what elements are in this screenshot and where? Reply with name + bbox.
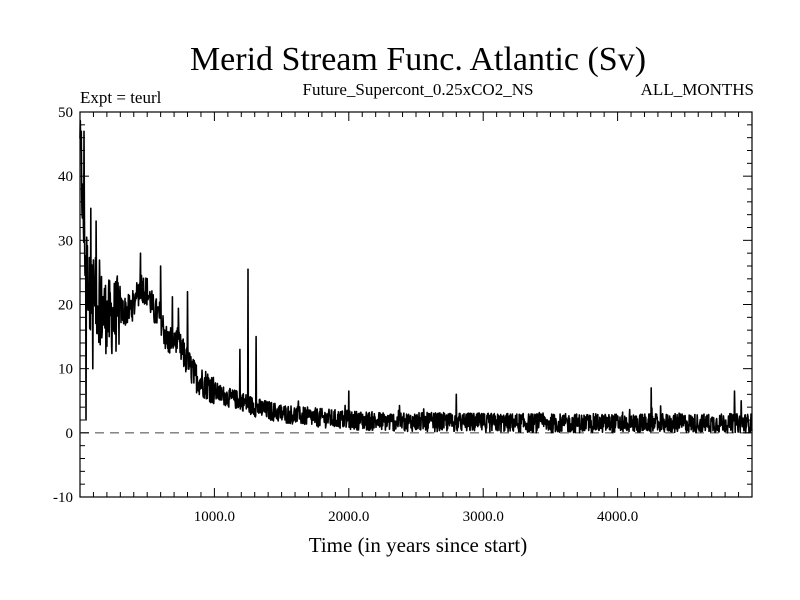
chart-title: Merid Stream Func. Atlantic (Sv) bbox=[190, 41, 646, 78]
x-tick-label: 2000.0 bbox=[328, 509, 369, 525]
subtitle-right: ALL_MONTHS bbox=[641, 80, 754, 99]
y-tick-label: 10 bbox=[58, 362, 73, 378]
plot-frame bbox=[79, 111, 753, 498]
x-tick-label: 4000.0 bbox=[597, 509, 638, 525]
data-series bbox=[79, 119, 753, 434]
y-tick-label: 50 bbox=[58, 105, 73, 121]
x-axis-label: Time (in years since start) bbox=[309, 533, 528, 557]
y-tick-label: 40 bbox=[58, 169, 73, 185]
subtitle-center: Future_Supercont_0.25xCO2_NS bbox=[303, 80, 534, 99]
x-tick-label: 1000.0 bbox=[194, 509, 235, 525]
y-tick-label: -10 bbox=[53, 490, 73, 506]
axes: -10 0 10 20 30 40 50 1000.0 2000.0 3000.0 4000.0 bbox=[53, 105, 752, 525]
series-line bbox=[79, 119, 753, 434]
y-tick-label: 0 bbox=[66, 426, 74, 442]
expt-label: Expt = teurl bbox=[80, 88, 162, 107]
y-tick-label: 20 bbox=[58, 298, 73, 314]
x-tick-label: 3000.0 bbox=[463, 509, 504, 525]
y-tick-label: 30 bbox=[58, 233, 73, 249]
